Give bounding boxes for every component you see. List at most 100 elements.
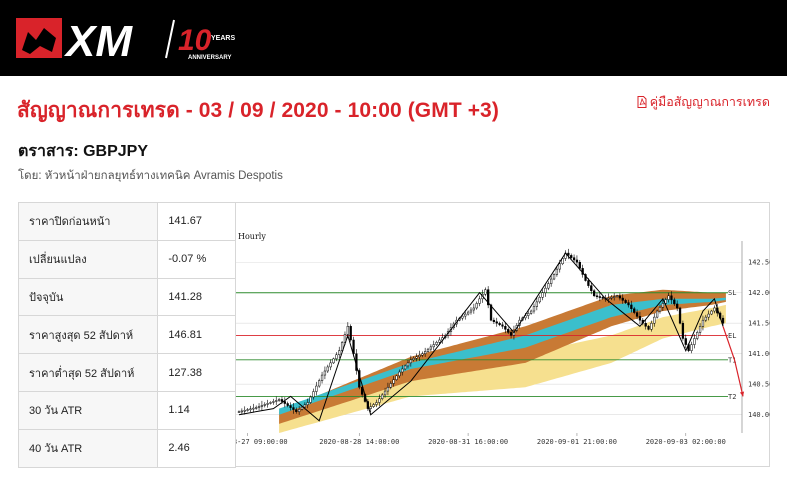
candle-body xyxy=(326,366,329,372)
candle-body xyxy=(555,268,559,275)
table-row: ราคาต่ำสุด 52 สัปดาห์ 127.38 xyxy=(17,353,236,392)
candle-body xyxy=(532,306,536,312)
candle-body xyxy=(570,255,573,258)
candle-body xyxy=(707,313,710,318)
level-label-sl: SL xyxy=(728,289,736,297)
stat-label: ราคาปิดก่อนหน้า xyxy=(17,202,159,241)
candle-body xyxy=(243,409,246,412)
candle-body xyxy=(429,346,433,350)
candle-body xyxy=(630,304,633,309)
candle-body xyxy=(578,261,581,269)
candle-body xyxy=(464,313,467,317)
logo-text: XM xyxy=(63,17,133,62)
candle-body xyxy=(535,301,538,307)
candle-body xyxy=(658,306,662,312)
candle-body xyxy=(272,401,275,403)
candle-body xyxy=(624,300,627,303)
candle-body xyxy=(335,354,338,360)
candle-body xyxy=(469,309,473,313)
candle-body xyxy=(498,322,501,326)
candle-body xyxy=(495,321,498,324)
candle-body xyxy=(306,402,309,406)
candle-body xyxy=(280,399,284,402)
candle-body xyxy=(277,399,281,401)
candle-body xyxy=(610,297,613,299)
candle-body xyxy=(461,315,464,319)
candle-body xyxy=(655,310,659,318)
candle-body xyxy=(412,358,415,361)
candle-body xyxy=(627,302,630,306)
candle-body xyxy=(252,407,255,410)
stat-label: ปัจจุบัน xyxy=(17,277,159,317)
candle-body xyxy=(638,316,642,321)
candle-body xyxy=(618,295,622,299)
candle-body xyxy=(592,290,596,297)
candle-body xyxy=(681,322,685,339)
stat-label: 40 วัน ATR xyxy=(17,428,159,468)
candle-body xyxy=(601,297,604,299)
candle-body xyxy=(538,297,541,303)
candle-body xyxy=(587,280,590,286)
candle-body xyxy=(286,403,289,406)
candle-body xyxy=(670,295,673,301)
candle-body xyxy=(567,252,570,256)
candle-body xyxy=(507,329,510,333)
candle-body xyxy=(653,316,656,324)
candle-body xyxy=(406,362,410,367)
candle-body xyxy=(661,303,665,308)
candle-body xyxy=(509,332,513,336)
candle-body xyxy=(246,409,249,411)
trading-signals-guide-link[interactable]: คู่มือสัญญาณการเทรด xyxy=(637,92,770,112)
candle-body xyxy=(647,326,650,330)
stat-label: ราคาสูงสุด 52 สัปดาห์ xyxy=(17,315,159,355)
candle-body xyxy=(421,353,424,356)
stat-value: 146.81 xyxy=(157,315,236,355)
instrument-label: ตราสาร: GBPJPY xyxy=(18,143,148,160)
candle-body xyxy=(346,326,349,335)
candle-body xyxy=(237,411,241,413)
projection-arrow-line xyxy=(722,326,744,397)
candle-body xyxy=(635,312,639,317)
xm-anniversary-logo[interactable]: XM 10 YEARS ANNIVERSARY xyxy=(16,14,246,62)
stat-value: 127.38 xyxy=(157,353,236,392)
candle-body xyxy=(607,297,610,300)
candle-body xyxy=(472,307,475,311)
candle-body xyxy=(409,359,412,364)
page-title: สัญญาณการเทรด - 03 / 09 / 2020 - 10:00 (… xyxy=(17,99,499,122)
candle-body xyxy=(389,383,392,388)
candle-body xyxy=(255,407,258,409)
candle-body xyxy=(266,403,269,405)
x-tick-label: 2020-08-28 14:00:00 xyxy=(319,438,399,446)
candle-body xyxy=(550,278,553,284)
candle-body xyxy=(676,303,679,309)
candle-body xyxy=(590,285,593,291)
zigzag-line xyxy=(238,252,724,422)
candle-body xyxy=(575,259,579,263)
candle-body xyxy=(378,398,381,403)
y-tick-label: 141.50 xyxy=(748,320,770,328)
candle-body xyxy=(320,374,324,381)
pdf-icon xyxy=(637,96,647,108)
candle-body xyxy=(349,326,352,341)
candle-body xyxy=(492,319,496,322)
candle-body xyxy=(275,400,278,402)
candle-body xyxy=(257,406,261,408)
candle-body xyxy=(547,283,550,289)
candle-body xyxy=(303,404,307,408)
candle-body xyxy=(415,356,418,359)
candle-body xyxy=(501,324,504,327)
candle-body xyxy=(318,380,321,387)
table-row: ราคาสูงสุด 52 สัปดาห์ 146.81 xyxy=(17,315,236,355)
candle-body xyxy=(395,375,398,380)
candle-body xyxy=(527,313,530,316)
candle-body xyxy=(529,310,533,314)
y-tick-label: 141.00 xyxy=(748,350,770,358)
candle-body xyxy=(487,289,490,306)
stat-value: 141.67 xyxy=(157,202,236,241)
candle-body xyxy=(297,409,301,412)
y-tick-label: 140.00 xyxy=(748,411,770,419)
candle-body xyxy=(372,404,375,407)
candle-body xyxy=(484,289,487,295)
hourly-price-chart: Hourly SL EL T1 T2 142.50 142.00 141.50 141.00… xyxy=(236,232,770,446)
chart-title: Hourly xyxy=(238,232,266,241)
